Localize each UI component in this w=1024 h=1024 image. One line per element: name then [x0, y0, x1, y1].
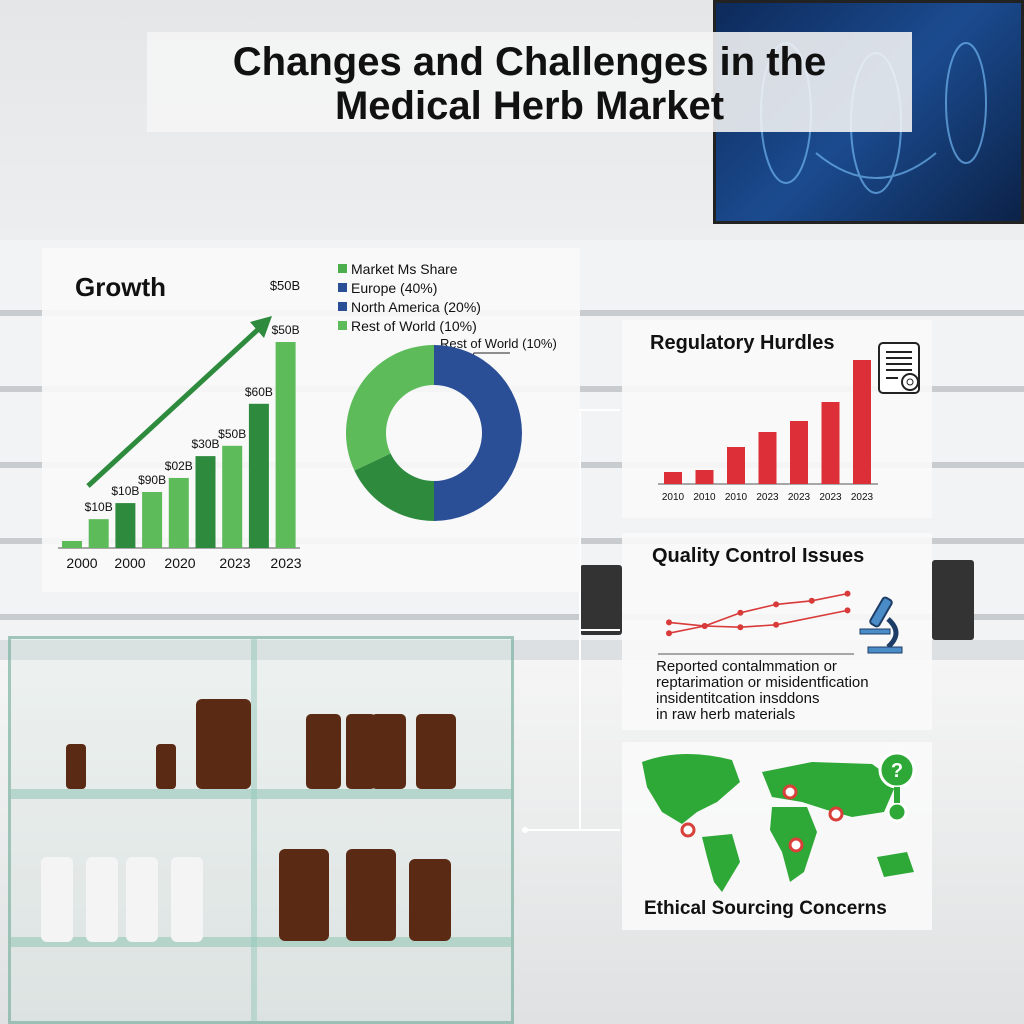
quality-point [737, 609, 744, 616]
quality-point [773, 621, 780, 628]
x-tick-label: 2023 [219, 555, 250, 571]
bar-label: $50B [270, 278, 300, 293]
microscope-icon [859, 596, 903, 654]
legend-swatch [338, 264, 347, 273]
quality-point [701, 623, 708, 629]
growth-bar [142, 491, 163, 548]
bar-label: $90B [138, 473, 166, 487]
legend-label: Market Ms Share [351, 261, 458, 277]
quality-line [668, 609, 848, 634]
register-screen [580, 565, 622, 635]
quality-line [668, 592, 848, 627]
legend-label: Rest of World (10%) [351, 318, 477, 334]
legend-swatch [338, 283, 347, 292]
x-tick-label: 2000 [66, 555, 97, 571]
regulatory-bar [853, 360, 871, 484]
caption-line: reptarimation or misidentfication [656, 674, 869, 691]
growth-bar [62, 540, 82, 548]
ethical-title: Ethical Sourcing Concerns [644, 898, 887, 919]
bar-label: $60B [245, 385, 273, 399]
growth-bar [88, 519, 109, 548]
donut-slice [354, 453, 434, 521]
glass-shelf-unit [8, 636, 514, 1024]
bar-label: $50B [218, 427, 246, 441]
growth-title: Growth [75, 272, 166, 302]
legend-swatch [338, 321, 347, 330]
quality-chart [658, 590, 854, 655]
growth-bar [222, 445, 243, 548]
growth-bar [248, 403, 269, 548]
regulatory-bar [821, 402, 840, 484]
trend-arrow [86, 322, 266, 488]
bar-label: $50B [272, 323, 300, 337]
x-tick-label: 2000 [114, 555, 145, 571]
regulatory-bar [664, 472, 682, 484]
donut-slice [346, 345, 434, 471]
legend-label: North America (20%) [351, 299, 481, 315]
quality-point [844, 607, 851, 614]
market-share-donut: Market Ms Share Europe (40%) North America… [338, 261, 557, 521]
quality-point [666, 630, 672, 637]
svg-text:?: ? [891, 760, 903, 782]
trend-arrow-head [250, 316, 272, 338]
regulatory-panel: Regulatory Hurdles 2010 2010 2010 2023 2023 2… [622, 320, 932, 518]
caption-line: in raw herb materials [656, 706, 796, 723]
question-pin-icon: ? [878, 751, 916, 823]
bar-label: $02B [165, 459, 193, 473]
certificate-icon [878, 342, 920, 394]
x-tick-label: 2010 [725, 492, 748, 503]
x-tick-label: 2023 [756, 492, 779, 503]
regulatory-bar [790, 421, 808, 484]
regulatory-bar [727, 447, 745, 484]
quality-point [773, 601, 780, 608]
ethical-panel: ? Ethical Sourcing Concerns [622, 742, 932, 930]
growth-bar [168, 477, 189, 548]
growth-bar [275, 342, 296, 548]
quality-point [666, 619, 672, 626]
quality-panel: Quality Control Issues Reported contalmm… [622, 533, 932, 730]
caption-line: insidentitcation insddons [656, 690, 820, 707]
title-banner: Changes and Challenges in the Medical He… [147, 32, 912, 132]
growth-panel: Growth $10B $10B $90B $02B $30B $50B $60B $50B $… [42, 248, 580, 592]
regulatory-chart: 2010 2010 2010 2023 2023 2023 2023 [658, 360, 878, 503]
caption-line: Reported contalmmation or [656, 658, 837, 675]
regulatory-bar [695, 470, 714, 484]
x-tick-label: 2023 [270, 555, 301, 571]
x-tick-label: 2023 [851, 492, 874, 503]
x-tick-label: 2020 [164, 555, 195, 571]
legend-label: Europe (40%) [351, 280, 437, 296]
title-line-2: Medical Herb Market [334, 84, 725, 128]
bar-label: $10B [111, 484, 139, 498]
quality-title: Quality Control Issues [652, 545, 865, 567]
x-tick-label: 2023 [819, 492, 842, 503]
bar-label: $10B [85, 500, 113, 514]
growth-chart: $10B$10B$90B$02B$30B$50B$60B$50B$50B2000… [58, 278, 302, 571]
connector-lines [522, 409, 620, 833]
regulatory-bar [758, 432, 777, 484]
legend-swatch [338, 302, 347, 311]
x-tick-label: 2010 [693, 492, 716, 503]
bar-label: $30B [191, 437, 219, 451]
donut-callout: Rest of World (10%) [440, 336, 557, 351]
x-tick-label: 2010 [662, 492, 685, 503]
quality-point [737, 624, 744, 631]
register-screen-right [932, 560, 974, 640]
growth-bar [195, 456, 216, 548]
regulatory-title: Regulatory Hurdles [650, 332, 835, 354]
donut-slice [434, 345, 522, 521]
world-map [642, 753, 914, 892]
x-tick-label: 2023 [788, 492, 811, 503]
quality-point [808, 597, 815, 604]
quality-caption: Reported contalmmation or reptarimation … [656, 659, 869, 723]
quality-point [844, 590, 851, 597]
title-line-1: Changes and Challenges in the [232, 40, 827, 84]
growth-bar [115, 503, 136, 548]
